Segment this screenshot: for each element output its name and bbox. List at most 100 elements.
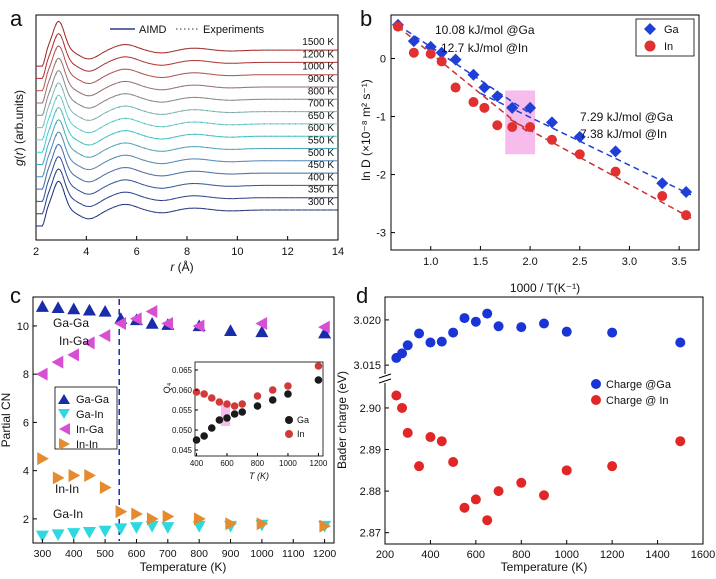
x-tick-label: 2: [33, 246, 39, 258]
cn-point-in-ga: [51, 355, 64, 369]
x-tick-label: 3.0: [622, 256, 637, 268]
in-point: [479, 102, 490, 113]
panel-c-inset-ticks: 400 600 800 1000 1200 0.045 0.050 0.055 0.060 0.0…: [172, 366, 328, 468]
panel-d-ticks: 200 400 600 800 1000 1200 1400 1600 3.015 3.020 2.…: [353, 315, 715, 561]
inset-legend-in-marker: [285, 430, 293, 438]
g-r-curve: [36, 33, 338, 79]
x-tick-label: 1200: [313, 548, 337, 560]
temperature-label: 1000 K: [302, 62, 334, 73]
cn-point-ga-in: [35, 530, 49, 543]
in-point: [392, 21, 403, 32]
panel-a-ylabel-r: r: [12, 150, 26, 155]
y-tick-label: 2.90: [360, 403, 381, 415]
cn-point-in-in: [319, 519, 332, 533]
temperature-label: 450 K: [308, 160, 334, 171]
in-point: [525, 121, 536, 132]
charge-ga-point: [402, 340, 413, 351]
charge-ga-point: [397, 348, 408, 359]
panel-d-label: d: [356, 283, 368, 308]
q4-point-in: [207, 394, 216, 402]
charge-in-point: [607, 461, 618, 472]
panel-c-anno-ga-ga: Ga-Ga: [53, 316, 89, 330]
cn-point-in-in: [115, 505, 128, 519]
q4-point-in: [230, 402, 239, 410]
cn-point-ga-ga: [67, 302, 81, 315]
y-tick-label: -2: [376, 170, 386, 182]
x-tick-label: 300: [34, 548, 52, 560]
x-tick-label: 2.5: [572, 256, 587, 268]
legend-ga-in: Ga-In: [76, 409, 104, 421]
cn-point-in-ga: [114, 317, 126, 331]
cn-point-in-ga: [82, 336, 95, 350]
x-tick-label: 12: [282, 246, 294, 258]
cn-point-ga-in: [114, 523, 128, 536]
charge-in-point: [425, 432, 436, 443]
q4-point-ga: [268, 396, 277, 404]
x-tick-label: 500: [96, 548, 114, 560]
g-r-curve: [36, 20, 338, 67]
in-point: [507, 121, 518, 132]
x-tick-label: 800: [190, 548, 208, 560]
temperature-label: 350 K: [308, 185, 334, 196]
q4-point-ga: [230, 410, 239, 418]
q4-point-ga: [200, 432, 208, 440]
panel-d-frame: [384, 296, 704, 545]
cn-point-ga-ga: [35, 300, 49, 312]
in-point: [450, 82, 461, 93]
cn-point-ga-in: [51, 529, 65, 542]
y-tick-label: 10: [17, 321, 29, 333]
cn-point-in-in: [131, 507, 143, 521]
ga-point: [435, 46, 448, 59]
inset-y-tick-label: 0.045: [172, 446, 193, 455]
cn-point-ga-in: [98, 525, 112, 538]
panel-c-frame: [32, 296, 335, 544]
charge-ga-point: [675, 337, 686, 348]
panel-c-ticks: 300 400 500 600 700 800 900 1000 1100 1200 2 4 6 8 10: [17, 321, 337, 560]
panel-c-anno-in-ga: In-Ga: [59, 334, 89, 348]
panel-d-points: [391, 308, 686, 526]
ga-point: [524, 101, 537, 114]
x-tick-label: 900: [222, 548, 240, 560]
in-point: [610, 166, 621, 177]
x-tick-label: 4: [83, 246, 89, 258]
g-r-curve: [36, 168, 338, 215]
experiment-dots: [43, 24, 334, 64]
panel-b-ylabel: ln D (×10⁻⁸ m² s⁻¹): [359, 79, 373, 180]
charge-ga-point: [607, 327, 618, 338]
charge-ga-point: [436, 336, 447, 347]
temperature-label: 1200 K: [302, 49, 334, 60]
panel-a-ylabel-g: g: [12, 159, 26, 166]
panel-a-xlabel: r (Å): [170, 259, 193, 274]
inset-y-tick-label: 0.060: [172, 386, 193, 395]
panel-a-x-ticks: 2 4 6 8 10 12 14: [33, 236, 344, 258]
y-tick-label: 2.88: [360, 486, 381, 498]
panel-c-legend: Ga-Ga Ga-In In-Ga In-In: [54, 386, 118, 451]
panel-b-frame: [390, 14, 700, 251]
ga-point: [573, 130, 586, 143]
charge-ga-point: [459, 313, 470, 324]
q4-point-in: [215, 398, 224, 406]
inset-x-tick-label: 1000: [279, 459, 297, 468]
g-r-curve: [36, 106, 338, 153]
inset-y-tick-label: 0.065: [172, 366, 193, 375]
charge-ga-point: [470, 316, 481, 327]
panel-b-anno-ga-high: 10.08 kJ/mol @Ga: [435, 23, 535, 37]
in-point: [681, 210, 692, 221]
legend-charge-in: Charge @ In: [606, 395, 669, 407]
legend-in-ga: In-Ga: [76, 424, 104, 436]
experiment-dots: [43, 61, 334, 101]
cn-point-ga-ga: [98, 304, 112, 317]
x-tick-label: 1.5: [473, 256, 488, 268]
ga-point: [491, 90, 504, 103]
q4-point-in: [223, 400, 231, 408]
x-tick-label: 1200: [600, 549, 624, 561]
temperature-label: 400 K: [308, 172, 334, 183]
x-tick-label: 14: [332, 246, 344, 258]
legend-ga-ga-marker: [58, 394, 70, 404]
legend-ga-diamond: [644, 23, 656, 35]
x-tick-label: 2.0: [522, 256, 537, 268]
cn-point-in-in: [256, 517, 269, 531]
ga-point: [609, 145, 622, 158]
